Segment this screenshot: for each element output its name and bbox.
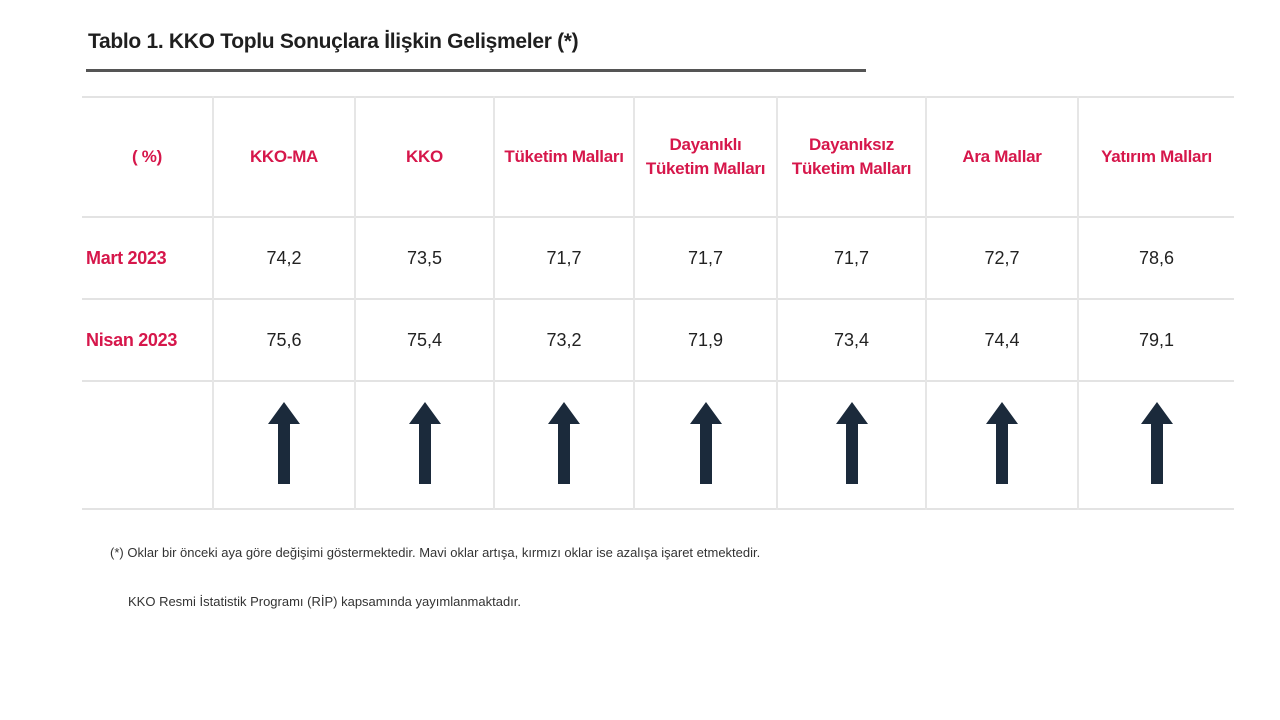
col-header-dayaniksiz: Dayanıksız Tüketim Malları <box>776 97 926 217</box>
table-cell: 72,7 <box>925 217 1078 299</box>
row-label: Nisan 2023 <box>86 329 178 350</box>
table-cell: 73,4 <box>776 299 926 381</box>
title-underline <box>86 69 866 72</box>
table-cell: 71,7 <box>776 217 926 299</box>
col-header-yatirim: Yatırım Malları <box>1077 97 1234 217</box>
table-cell: 75,6 <box>212 299 355 381</box>
col-header-dayanikli: Dayanıklı Tüketim Malları <box>633 97 777 217</box>
footnote-text: (*) Oklar bir önceki aya göre değişimi g… <box>110 545 761 560</box>
table-cell: 73,5 <box>354 217 494 299</box>
arrow-up-icon <box>689 401 722 484</box>
table-cell: 74,2 <box>212 217 355 299</box>
col-header-kko-ma: KKO-MA <box>212 97 355 217</box>
program-note: KKO Resmi İstatistik Programı (RİP) kaps… <box>128 594 522 609</box>
table-cell: 71,7 <box>493 217 634 299</box>
table-title: Tablo 1. KKO Toplu Sonuçlara İlişkin Gel… <box>88 30 579 53</box>
table-cell: 79,1 <box>1077 299 1234 381</box>
header-row: ( %) KKO-MA KKO Tüketim Malları Dayanıkl… <box>82 97 1234 217</box>
arrow-up-icon <box>1140 401 1173 484</box>
arrow-up-icon <box>986 401 1018 484</box>
empty-cell <box>82 381 213 509</box>
table-cell: 75,4 <box>354 299 494 381</box>
table-cell: 71,9 <box>633 299 777 381</box>
arrow-row <box>82 381 1234 509</box>
arrow-up-icon <box>548 401 580 484</box>
col-header-kko: KKO <box>354 97 494 217</box>
table-cell: 74,4 <box>925 299 1078 381</box>
col-header-ara-mallar: Ara Mallar <box>925 97 1078 217</box>
arrow-up-icon <box>268 401 300 484</box>
corner-label: ( %) <box>132 147 162 166</box>
table-cell: 73,2 <box>493 299 634 381</box>
col-header-tuketim: Tüketim Malları <box>493 97 634 217</box>
table-row: Nisan 2023 75,6 75,4 73,2 71,9 73,4 74,4… <box>82 299 1234 381</box>
table-row: Mart 2023 74,2 73,5 71,7 71,7 71,7 72,7 … <box>82 217 1234 299</box>
table-cell: 71,7 <box>633 217 777 299</box>
row-label: Mart 2023 <box>86 247 167 268</box>
kko-results-table: ( %) KKO-MA KKO Tüketim Malları Dayanıkl… <box>82 96 1234 510</box>
arrow-up-icon <box>408 401 441 484</box>
table-cell: 78,6 <box>1077 217 1234 299</box>
arrow-up-icon <box>835 401 868 484</box>
